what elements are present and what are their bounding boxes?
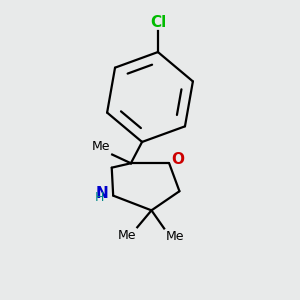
Text: N: N	[96, 186, 109, 201]
Text: Me: Me	[166, 230, 184, 243]
Text: Me: Me	[91, 140, 110, 153]
Text: Me: Me	[117, 229, 136, 242]
Text: Cl: Cl	[150, 15, 166, 30]
Text: H: H	[94, 191, 104, 205]
Text: O: O	[171, 152, 184, 167]
